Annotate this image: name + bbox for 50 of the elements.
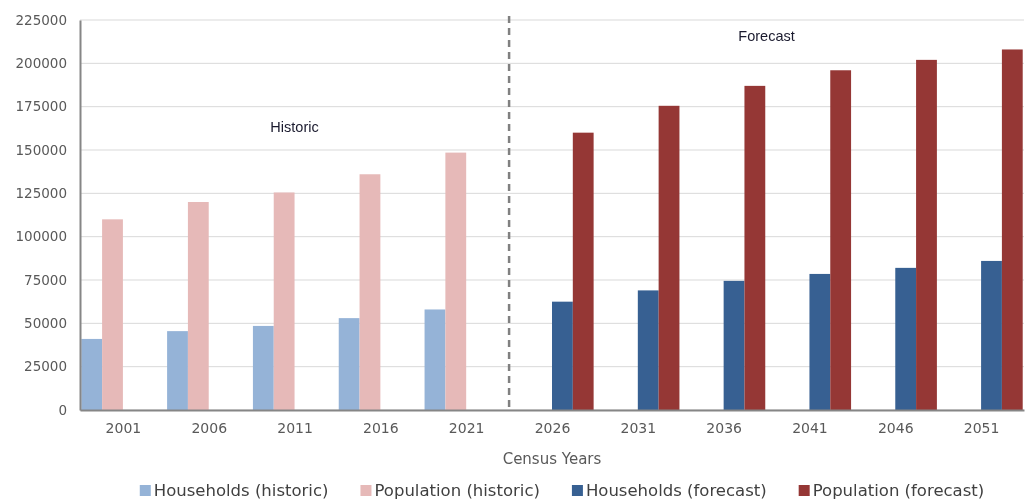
y-tick-label: 100000 <box>15 228 67 245</box>
y-tick-label: 75000 <box>24 271 67 288</box>
annotation: Forecast <box>738 28 795 45</box>
bar <box>830 70 852 410</box>
bar <box>187 202 209 410</box>
bar <box>572 132 594 410</box>
x-tick-label: 2041 <box>792 419 828 436</box>
x-tick-label: 2001 <box>105 419 142 436</box>
bar <box>552 301 573 410</box>
bar <box>167 331 188 410</box>
y-tick-label: 150000 <box>15 141 67 158</box>
x-tick-label: 2036 <box>706 419 743 436</box>
y-tick-label: 225000 <box>15 11 67 28</box>
legend-label: Population (forecast) <box>812 481 985 500</box>
bar <box>723 280 745 410</box>
bar <box>445 152 467 410</box>
x-tick-label: 2016 <box>363 419 399 436</box>
x-tick-label: 2021 <box>448 419 485 436</box>
bar <box>744 85 766 410</box>
x-tick-label: 2011 <box>277 419 313 436</box>
legend-label: Households (historic) <box>153 481 329 500</box>
x-tick-label: 2051 <box>963 419 1000 436</box>
bar <box>809 273 831 410</box>
bar <box>81 338 103 410</box>
y-tick-label: 25000 <box>24 358 67 375</box>
bar <box>359 174 381 410</box>
x-tick-label: 2026 <box>534 419 571 436</box>
bar <box>102 219 123 410</box>
bar <box>273 192 295 410</box>
bar <box>981 260 1002 410</box>
bar <box>1001 49 1023 410</box>
bar <box>338 318 360 410</box>
bar <box>424 309 446 410</box>
annotation: Historic <box>270 118 319 135</box>
legend-label: Households (forecast) <box>585 481 767 500</box>
bar <box>252 325 274 410</box>
y-tick-label: 125000 <box>15 185 67 202</box>
x-tick-label: 2031 <box>620 419 657 436</box>
y-tick-label: 0 <box>58 401 67 418</box>
y-tick-label: 200000 <box>15 55 67 72</box>
x-tick-label: 2046 <box>877 419 914 436</box>
y-tick-label: 50000 <box>24 315 67 332</box>
legend-label: Population (historic) <box>374 481 540 500</box>
y-tick-label: 175000 <box>15 98 67 115</box>
x-tick-label: 2006 <box>191 419 228 436</box>
bar <box>637 290 659 410</box>
bar <box>658 105 680 410</box>
x-axis-title: Census Years <box>502 450 602 468</box>
bar <box>895 267 917 410</box>
bar <box>916 59 937 410</box>
